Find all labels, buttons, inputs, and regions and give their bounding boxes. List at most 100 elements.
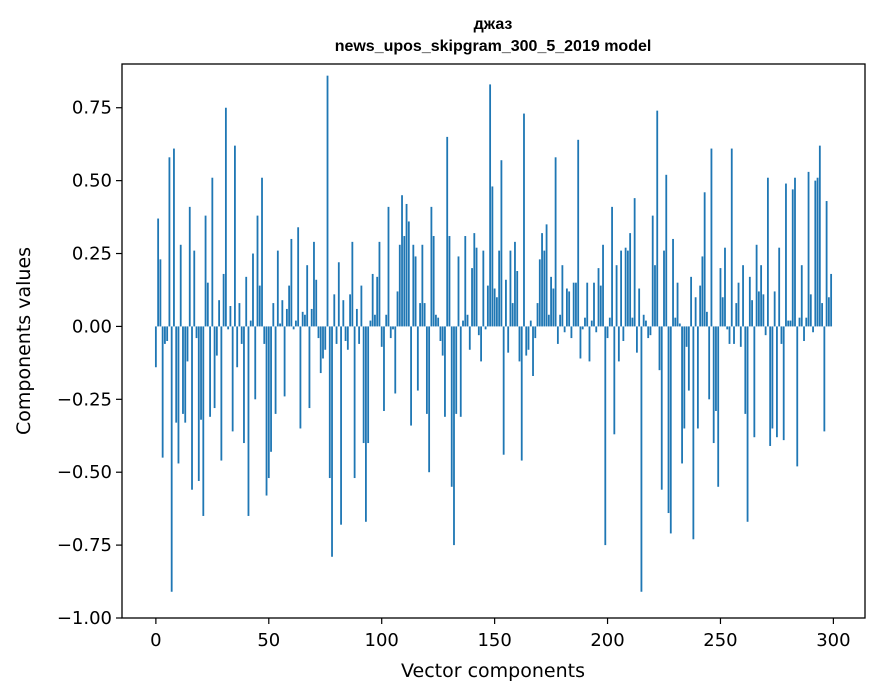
bar-component-278 — [782, 326, 785, 441]
bar-component-271 — [766, 177, 769, 327]
x-axis-label: Vector components — [401, 660, 585, 682]
bar-component-263 — [748, 276, 751, 327]
bar-component-183 — [568, 291, 571, 327]
bar-component-223 — [658, 326, 661, 371]
bar-component-196 — [597, 268, 600, 327]
bar-component-294 — [818, 145, 821, 327]
bar-component-149 — [491, 186, 494, 327]
bar-component-162 — [520, 326, 523, 461]
bar-component-81 — [337, 262, 340, 327]
bar-component-229 — [672, 238, 674, 327]
bar-component-17 — [193, 250, 196, 327]
bar-component-174 — [547, 314, 550, 327]
bar-component-61 — [292, 326, 295, 330]
y-tick-label-3: −0.25 — [57, 389, 112, 410]
bar-component-135 — [459, 326, 462, 417]
bar-component-208 — [624, 247, 627, 327]
bar-component-50 — [267, 326, 270, 479]
y-tick-label-7: 0.75 — [72, 98, 112, 119]
bar-component-146 — [484, 326, 487, 330]
bar-component-236 — [687, 326, 690, 391]
bar-component-113 — [410, 326, 412, 426]
bar-component-270 — [764, 326, 767, 336]
bar-component-0 — [154, 326, 157, 368]
bar-component-266 — [755, 244, 758, 327]
bar-component-273 — [771, 326, 774, 429]
bar-component-46 — [258, 285, 261, 327]
bar-component-249 — [717, 326, 720, 487]
bar-component-53 — [274, 326, 277, 414]
bar-component-95 — [369, 320, 372, 327]
bar-component-41 — [247, 326, 250, 516]
bar-component-93 — [365, 326, 367, 522]
bar-component-155 — [505, 279, 507, 327]
bar-component-145 — [482, 250, 485, 327]
bar-component-224 — [660, 326, 663, 490]
bar-component-58 — [285, 308, 288, 327]
bar-component-57 — [283, 326, 286, 397]
bar-component-115 — [414, 256, 417, 327]
bar-component-248 — [715, 326, 717, 411]
bar-component-66 — [304, 314, 306, 327]
bar-component-9 — [175, 326, 178, 423]
bar-component-138 — [466, 314, 469, 327]
bar-component-222 — [656, 110, 659, 327]
bar-component-216 — [642, 314, 645, 327]
bar-component-242 — [701, 256, 704, 327]
bar-component-100 — [380, 326, 383, 347]
bar-component-214 — [638, 288, 641, 327]
bar-component-136 — [462, 320, 464, 327]
bar-component-67 — [306, 265, 309, 327]
bar-component-211 — [631, 317, 634, 327]
bar-component-18 — [195, 326, 198, 339]
bar-component-283 — [794, 177, 796, 327]
bar-component-97 — [374, 314, 376, 327]
bar-component-99 — [378, 241, 381, 327]
bar-component-188 — [579, 326, 582, 359]
bar-component-154 — [502, 326, 505, 455]
bar-component-70 — [313, 241, 315, 327]
bar-component-62 — [294, 320, 297, 327]
bar-component-257 — [735, 303, 738, 327]
bar-component-267 — [757, 291, 760, 327]
bar-component-292 — [814, 180, 817, 327]
x-axis-ticks: 0 50 100 150 200 250 300 — [150, 618, 851, 651]
bar-component-111 — [405, 203, 408, 327]
bar-component-28 — [218, 300, 221, 327]
bar-component-291 — [812, 326, 814, 333]
bar-component-158 — [511, 303, 514, 327]
bar-component-185 — [572, 282, 575, 327]
bar-component-75 — [324, 326, 327, 350]
bar-component-256 — [733, 326, 735, 344]
bar-component-161 — [518, 326, 521, 362]
bar-component-201 — [608, 317, 611, 327]
bar-component-71 — [315, 279, 318, 327]
bar-component-84 — [344, 326, 347, 341]
bar-component-157 — [509, 250, 512, 327]
bar-component-60 — [290, 238, 293, 327]
bar-component-37 — [238, 303, 241, 327]
bar-component-182 — [565, 288, 568, 327]
bar-component-288 — [805, 317, 808, 327]
bar-component-78 — [331, 326, 333, 557]
bar-component-285 — [798, 317, 801, 327]
bar-component-35 — [234, 145, 236, 327]
x-tick-label-300: 300 — [816, 630, 850, 651]
bar-component-169 — [536, 303, 539, 327]
bar-component-197 — [599, 285, 602, 327]
bar-component-279 — [785, 183, 787, 327]
bar-component-94 — [367, 326, 370, 444]
bar-component-150 — [493, 288, 496, 327]
bar-component-261 — [744, 326, 747, 414]
bar-component-52 — [272, 303, 275, 327]
bar-component-16 — [191, 326, 193, 490]
bar-component-133 — [455, 326, 458, 414]
bar-component-15 — [188, 206, 191, 327]
bar-component-240 — [696, 326, 699, 429]
bar-component-122 — [430, 206, 433, 327]
bar-component-237 — [690, 276, 693, 327]
bar-component-198 — [602, 244, 604, 327]
bar-component-193 — [590, 320, 593, 327]
x-tick-label-50: 50 — [257, 630, 280, 651]
